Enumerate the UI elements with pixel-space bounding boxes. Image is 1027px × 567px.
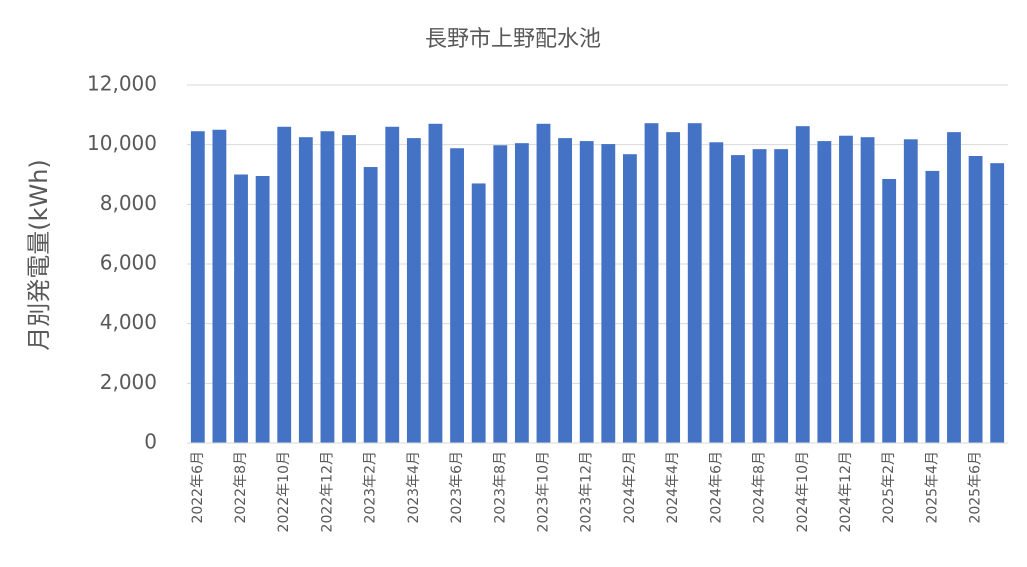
bar — [925, 170, 940, 444]
bar — [860, 137, 875, 444]
y-tick-label: 10,000 — [87, 131, 157, 155]
bar — [277, 126, 292, 444]
bar — [601, 144, 616, 443]
x-tick-label: 2023年10月 — [535, 451, 551, 532]
bar — [514, 143, 529, 444]
bar — [817, 141, 832, 443]
bar — [450, 148, 464, 443]
x-tick-label: 2025年6月 — [968, 451, 984, 524]
bar — [903, 139, 918, 443]
y-tick-label: 0 — [144, 430, 157, 454]
bar — [947, 132, 961, 444]
bar — [839, 135, 853, 443]
x-tick-label: 2022年12月 — [319, 451, 335, 532]
bar — [731, 155, 745, 443]
bar — [234, 174, 248, 443]
bar — [320, 131, 335, 443]
bar — [774, 149, 789, 443]
bar — [666, 132, 681, 444]
y-axis-title: 月別発電量(kWh) — [25, 159, 53, 351]
bar — [709, 142, 724, 443]
bar — [471, 183, 486, 443]
bar — [406, 138, 421, 443]
x-tick-label: 2024年2月 — [622, 451, 638, 524]
x-tick-label: 2022年10月 — [276, 451, 292, 532]
x-tick-label: 2022年6月 — [190, 451, 206, 524]
chart-title: 長野市上野配水池 — [425, 27, 601, 52]
x-tick-label: 2024年10月 — [795, 451, 811, 532]
x-tick-label: 2024年4月 — [665, 451, 681, 524]
bar — [385, 126, 400, 444]
bar — [493, 145, 508, 443]
y-tick-label: 8,000 — [100, 191, 157, 215]
bar — [342, 135, 356, 443]
bar — [363, 167, 378, 443]
x-tick-label: 2023年6月 — [449, 451, 465, 524]
x-tick-label: 2023年12月 — [579, 451, 595, 532]
x-tick-label: 2025年2月 — [881, 451, 897, 524]
x-tick-label: 2022年8月 — [233, 451, 249, 524]
x-tick-label: 2024年12月 — [838, 451, 854, 532]
y-tick-label: 4,000 — [100, 310, 157, 334]
bar — [622, 154, 637, 444]
x-tick-label: 2023年2月 — [363, 451, 379, 524]
bar — [795, 126, 810, 444]
bar — [536, 123, 551, 444]
x-tick-label: 2023年4月 — [406, 451, 422, 524]
y-tick-label: 12,000 — [87, 72, 157, 96]
bar — [428, 123, 443, 444]
bar — [212, 129, 227, 443]
bar — [190, 131, 205, 443]
bar — [558, 138, 573, 443]
x-tick-label: 2023年8月 — [492, 451, 508, 524]
x-tick-label: 2024年8月 — [752, 451, 768, 524]
y-tick-label: 6,000 — [100, 251, 157, 275]
bar — [687, 123, 702, 443]
bar — [255, 175, 270, 443]
x-tick-label: 2025年4月 — [924, 451, 940, 524]
bar — [882, 178, 897, 443]
bar — [644, 123, 659, 443]
bar — [298, 137, 313, 444]
bar — [968, 156, 983, 443]
bar — [752, 149, 767, 443]
y-tick-label: 2,000 — [100, 370, 157, 394]
x-tick-label: 2024年6月 — [708, 451, 724, 524]
bar — [990, 163, 1005, 443]
bar — [579, 141, 594, 443]
